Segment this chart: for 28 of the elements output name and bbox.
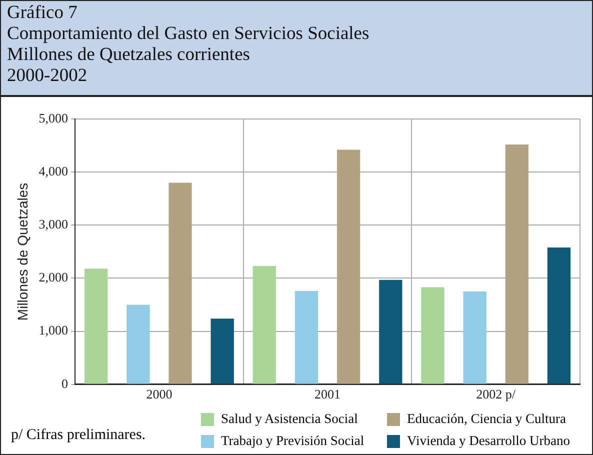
y-axis-title: Millones de Quetzales bbox=[14, 182, 30, 321]
bar bbox=[463, 292, 486, 384]
y-tick-label: 1,000 bbox=[38, 322, 68, 338]
legend-label: Salud y Asistencia Social bbox=[221, 411, 358, 427]
legend-label: Trabajo y Previsión Social bbox=[221, 433, 364, 449]
bar bbox=[126, 304, 150, 384]
legend-label: Educación, Ciencia y Cultura bbox=[407, 411, 566, 427]
x-tick-label: 2001 bbox=[314, 386, 341, 402]
bar bbox=[294, 290, 318, 384]
bar bbox=[421, 287, 444, 384]
y-tick-label: 5,000 bbox=[38, 110, 68, 126]
x-tick-label: 2000 bbox=[146, 386, 172, 402]
bar bbox=[168, 182, 192, 384]
y-tick-label: 3,000 bbox=[38, 216, 68, 232]
x-tick-label: 2002 p/ bbox=[476, 386, 516, 402]
bar bbox=[252, 266, 276, 384]
bar bbox=[505, 144, 528, 384]
bar bbox=[84, 268, 108, 384]
bar bbox=[336, 150, 360, 384]
chart-title: Gráfico 7 Comportamiento del Gasto en Servicios Sociales Millones de Quetzales corrientes 2000-2002 bbox=[1, 1, 592, 97]
legend-label: Vivienda y Desarrollo Urbano bbox=[407, 433, 570, 449]
bar bbox=[379, 280, 402, 384]
bar bbox=[547, 247, 571, 384]
y-tick-label: 0 bbox=[62, 376, 68, 391]
text: p/ Cifras preliminares. bbox=[11, 427, 146, 444]
bar bbox=[210, 318, 234, 384]
y-tick-label: 2,000 bbox=[38, 270, 68, 285]
y-tick-label: 4,000 bbox=[38, 164, 68, 178]
